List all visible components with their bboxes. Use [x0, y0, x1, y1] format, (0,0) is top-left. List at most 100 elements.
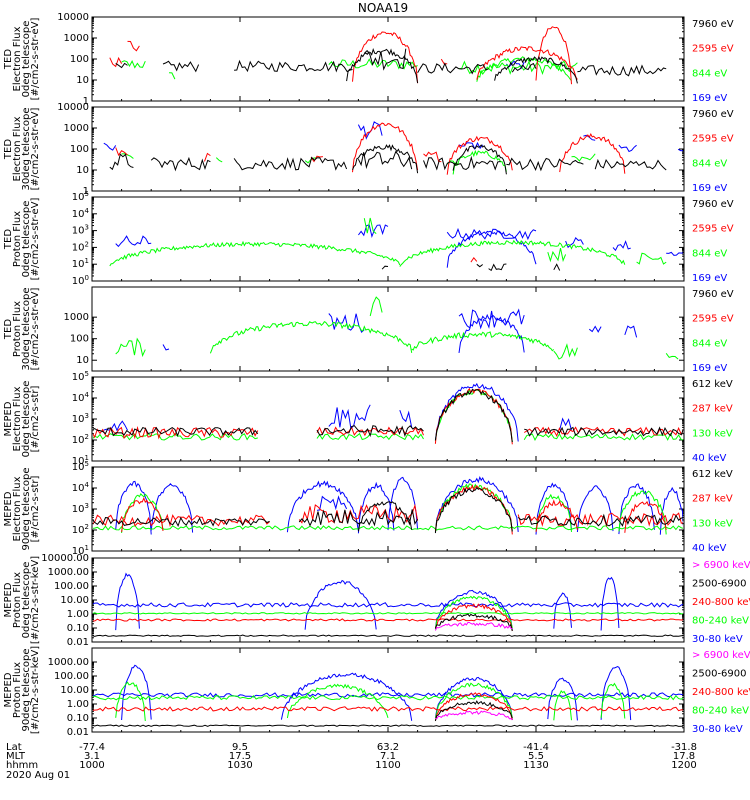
data-burst	[103, 142, 117, 151]
y-tick-label: 102	[72, 433, 89, 446]
data-burst	[358, 224, 389, 238]
footer-tick-label: 1030	[227, 760, 252, 771]
footer-date: 2020 Aug 01	[6, 770, 70, 781]
legend-entry: 612 keV	[692, 469, 733, 480]
y-tick-label: 102	[72, 240, 89, 253]
y-tick-label: 100	[70, 334, 89, 345]
footer-tick-label: 17.5	[229, 751, 251, 762]
data-burst	[553, 343, 578, 360]
y-tick-label: 1000	[64, 33, 89, 44]
data-burst	[93, 692, 683, 698]
series-287-kev	[93, 387, 683, 445]
footer-tick-label: -77.4	[79, 742, 105, 753]
series-30-80-kev	[93, 572, 683, 631]
panel-2: 1 10 100 1000 10000 TEDElectron Flux30deg tel…	[3, 102, 734, 197]
data-burst	[612, 240, 631, 252]
data-hump	[600, 666, 632, 721]
data-burst	[624, 325, 638, 338]
data-burst	[665, 353, 679, 360]
series-240-800-kev	[93, 603, 683, 631]
legend-entry: 130 keV	[692, 428, 733, 439]
data-burst	[93, 433, 258, 441]
data-hump	[387, 476, 419, 531]
y-tick-label: 10000	[57, 102, 89, 113]
legend-entry: 130 keV	[692, 518, 733, 529]
data-hump	[109, 240, 401, 267]
legend-entry: 2500-6900	[692, 579, 747, 590]
data-hump	[559, 132, 626, 174]
series-844-ev	[121, 149, 596, 175]
y-tick-label: 10.00	[60, 685, 89, 696]
legend-entry: 2595 eV	[692, 224, 734, 235]
data-burst	[168, 72, 176, 80]
data-hump	[434, 387, 513, 442]
data-burst	[458, 60, 578, 76]
series-2595-ev	[109, 26, 578, 85]
y-tick-label: 1000.00	[48, 657, 89, 668]
data-burst	[93, 516, 270, 528]
data-area	[93, 475, 683, 535]
footer-tick-label: 1000	[79, 760, 104, 771]
series-7960-ev	[115, 47, 667, 84]
panel-6: 101 102 103 104 105 MEPEDElectron Flux90deg t…	[3, 460, 733, 557]
data-burst	[488, 263, 507, 272]
legend-entry: 169 eV	[692, 363, 727, 374]
data-burst	[636, 252, 667, 265]
panel-1: 1 10 100 1000 10000 TEDElectron Flux0deg tele…	[3, 12, 734, 107]
data-hump	[352, 122, 419, 173]
legend-entry: 7960 eV	[692, 19, 734, 30]
series-7960-ev	[381, 263, 561, 272]
y-axis-label-line: 0deg telescope	[21, 562, 32, 639]
y-tick-label: 100	[72, 274, 89, 287]
y-axis-label-line: MEPED	[3, 582, 14, 617]
series-80-240-kev	[93, 681, 683, 722]
data-burst	[93, 525, 683, 531]
data-burst	[511, 62, 537, 73]
legend-entry: 80-240 keV	[692, 706, 749, 717]
data-hump	[304, 579, 377, 630]
data-hump	[452, 144, 507, 175]
y-tick-label: 0.01	[67, 637, 89, 648]
data-burst	[328, 313, 365, 333]
data-hump	[434, 486, 513, 534]
chart-title: NOAA19	[358, 1, 408, 15]
series-130-kev	[93, 387, 683, 442]
y-tick-label: 103	[72, 502, 89, 515]
y-tick-label: 1	[83, 186, 89, 197]
data-burst	[470, 256, 478, 263]
legend-entry: 844 eV	[692, 158, 727, 169]
y-axis-label-line: [#/cm2-s-str]	[30, 475, 41, 542]
panel-frame	[91, 16, 685, 102]
series-2500-6900	[93, 613, 683, 637]
data-hump	[434, 484, 513, 535]
y-axis-label-line: 0deg telescope	[21, 381, 32, 458]
data-hump	[434, 613, 513, 632]
series-7960-ev	[109, 144, 667, 175]
y-axis-label: MEPEDElectron Flux0deg telescope[#/cm2-s…	[3, 381, 41, 458]
legend-entry: 30-80 keV	[692, 724, 743, 735]
footer-tick-label: 7.1	[380, 751, 396, 762]
y-axis-label-line: 90deg telescope	[21, 467, 32, 550]
data-hump	[434, 388, 513, 443]
data-burst	[618, 144, 637, 153]
data-burst	[440, 58, 448, 65]
series-2595-ev	[470, 256, 478, 263]
y-tick-label: 103	[72, 412, 89, 425]
y-axis-label-line: [#/cm2-s-str-eV]	[30, 18, 41, 101]
data-burst	[93, 602, 683, 608]
data-burst	[553, 263, 561, 271]
data-hump	[659, 486, 683, 535]
series-2500-6900	[93, 700, 683, 727]
data-burst	[369, 296, 383, 317]
y-tick-label: 0.10	[67, 713, 89, 724]
panel-8: 0.01 0.10 1.00 10.00 100.00 1000.00 MEPEDProto…	[3, 646, 750, 738]
data-hump	[399, 239, 626, 267]
y-axis-label-line: TED	[3, 229, 14, 250]
data-hump	[553, 689, 572, 721]
data-burst	[150, 156, 211, 172]
data-hump	[618, 483, 655, 535]
data-hump	[121, 664, 152, 721]
data-hump	[535, 493, 572, 532]
data-burst	[93, 724, 683, 727]
